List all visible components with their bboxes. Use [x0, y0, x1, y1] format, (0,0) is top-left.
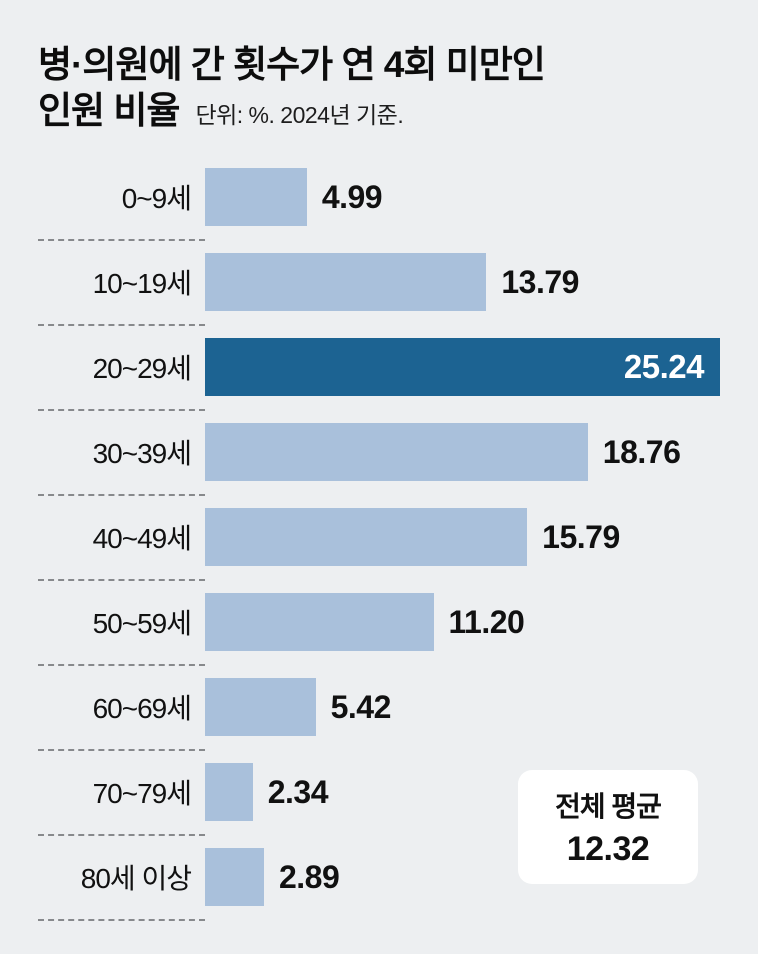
average-badge-value: 12.32 [566, 830, 650, 868]
bar [205, 593, 434, 651]
chart-row: 60~69세 5.42 [38, 665, 720, 751]
value-label-inside: 25.24 [623, 348, 705, 385]
chart-row: 0~9세 4.99 [38, 155, 720, 241]
bar-track: 11.20 [205, 580, 720, 665]
chart-row: 40~49세 15.79 [38, 495, 720, 581]
page-title-line1: 병·의원에 간 횟수가 연 4회 미만인 [38, 44, 546, 85]
page-title-line2: 인원 비율 단위: %. 2024년 기준. [38, 88, 720, 134]
value-label: 2.34 [267, 773, 329, 810]
bar [205, 423, 588, 481]
value-label: 11.20 [448, 603, 525, 640]
bar-chart: 0~9세 4.99 10~19세 13.79 20~29세 25.24 30~3… [38, 155, 720, 921]
average-badge: 전체 평균 12.32 [518, 770, 698, 884]
bar-track: 2.34 [205, 750, 720, 835]
chart-row: 70~79세 2.34 [38, 750, 720, 836]
chart-row: 20~29세 25.24 [38, 325, 720, 411]
bar-track: 5.42 [205, 665, 720, 750]
bar [205, 253, 487, 311]
category-label: 40~49세 [92, 523, 192, 554]
bar: 25.24 [205, 338, 720, 396]
category-label: 60~69세 [92, 693, 192, 724]
chart-row: 30~39세 18.76 [38, 410, 720, 496]
bar-track: 13.79 [205, 240, 720, 325]
category-label: 10~19세 [92, 268, 192, 299]
chart-rows: 0~9세 4.99 10~19세 13.79 20~29세 25.24 30~3… [38, 155, 720, 921]
average-badge-label: 전체 평균 [555, 791, 662, 822]
page-title-line2-text: 인원 비율 [38, 90, 180, 132]
bar [205, 678, 316, 736]
bar-track: 18.76 [205, 410, 720, 495]
value-label: 2.89 [278, 858, 340, 895]
bar [205, 508, 528, 566]
bar [205, 763, 253, 821]
category-label: 80세 이상 [80, 863, 192, 894]
chart-row: 80세 이상 2.89 [38, 835, 720, 921]
chart-row: 50~59세 11.20 [38, 580, 720, 666]
value-label: 4.99 [321, 178, 383, 215]
category-label: 30~39세 [92, 438, 192, 469]
chart-title-block: 병·의원에 간 횟수가 연 4회 미만인 인원 비율 단위: %. 2024년 … [38, 42, 720, 135]
category-label: 50~59세 [92, 608, 192, 639]
bar-track: 25.24 [205, 325, 720, 410]
category-label: 70~79세 [92, 778, 192, 809]
chart-unit-note: 단위: %. 2024년 기준. [195, 102, 404, 129]
bar [205, 168, 307, 226]
value-label: 13.79 [501, 263, 579, 300]
chart-row: 10~19세 13.79 [38, 240, 720, 326]
bar-track: 15.79 [205, 495, 720, 580]
category-label: 20~29세 [92, 353, 192, 384]
bar-track: 4.99 [205, 155, 720, 240]
bar-track: 2.89 [205, 835, 720, 920]
category-label: 0~9세 [121, 183, 192, 214]
value-label: 18.76 [602, 433, 681, 470]
value-label: 5.42 [330, 688, 392, 725]
value-label: 15.79 [542, 518, 620, 555]
bar [205, 848, 264, 906]
